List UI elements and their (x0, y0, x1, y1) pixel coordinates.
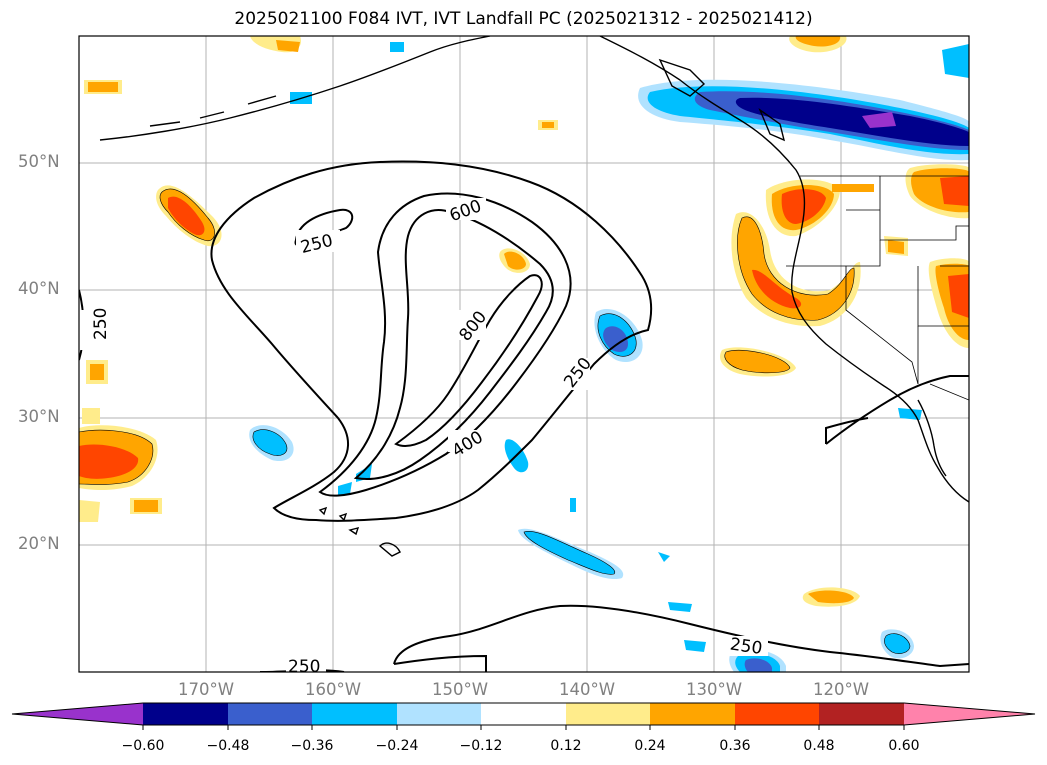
colorbar-ticks (142, 725, 905, 730)
ivt-contour-250-east (825, 375, 969, 445)
colorbar-tick-label: 0.60 (888, 738, 920, 754)
colorbar-tick-label: 0.12 (550, 738, 582, 754)
ivt-contour-400 (318, 192, 572, 497)
chart-title: 2025021100 F084 IVT, IVT Landfall PC (20… (234, 9, 813, 29)
colorbar-tick-label: 0.24 (634, 738, 666, 754)
colorbar-tick-label: 0.36 (719, 738, 751, 754)
colorbar-segment (397, 703, 481, 725)
longitude-label: 120°W (812, 680, 870, 699)
colorbar-segment (735, 703, 819, 725)
colorbar-segment (312, 703, 397, 725)
longitude-label: 150°W (431, 680, 489, 699)
longitude-label: 140°W (558, 680, 616, 699)
colorbar-segment (904, 703, 1035, 725)
contour-label: 250 (288, 657, 320, 677)
colorbar-segment (566, 703, 650, 725)
colorbar-segment (228, 703, 312, 725)
ivt-contour-800 (394, 274, 543, 448)
longitude-label: 170°W (177, 680, 235, 699)
colorbar-segment (12, 703, 143, 725)
colorbar (11, 702, 1036, 730)
ivt-contour-600 (353, 209, 554, 480)
latitude-label: 30°N (18, 407, 60, 426)
pc-contour-lines (79, 188, 911, 654)
longitude-label: 130°W (685, 680, 743, 699)
negative-pc-shading (249, 42, 969, 672)
map-frame (78, 35, 970, 673)
colorbar-segment (143, 703, 228, 725)
colorbar-segment (481, 703, 566, 725)
map-background (79, 36, 969, 672)
colorbar-segment (650, 703, 735, 725)
contour-label: 250 (91, 308, 111, 340)
positive-pc-shading (79, 36, 969, 607)
colorbar-tick-label: −0.36 (290, 738, 334, 754)
ivt-contour-250-south-b (393, 654, 487, 672)
political-borders (786, 175, 969, 401)
colorbar-segment (819, 703, 904, 725)
colorbar-tick-label: 0.48 (803, 738, 835, 754)
ivt-contour-250-main (210, 160, 653, 522)
colorbar-tick-label: −0.12 (459, 738, 503, 754)
contour-label: 250 (729, 635, 764, 659)
latitude-label: 50°N (18, 152, 60, 171)
latitude-label: 40°N (18, 279, 60, 298)
ivt-contour-250-south (393, 604, 969, 668)
longitude-label: 160°W (304, 680, 362, 699)
latitude-label: 20°N (18, 534, 60, 553)
colorbar-tick-label: −0.48 (206, 738, 250, 754)
coastlines (99, 36, 969, 557)
colorbar-tick-label: −0.60 (121, 738, 165, 754)
colorbar-tick-label: −0.24 (375, 738, 419, 754)
